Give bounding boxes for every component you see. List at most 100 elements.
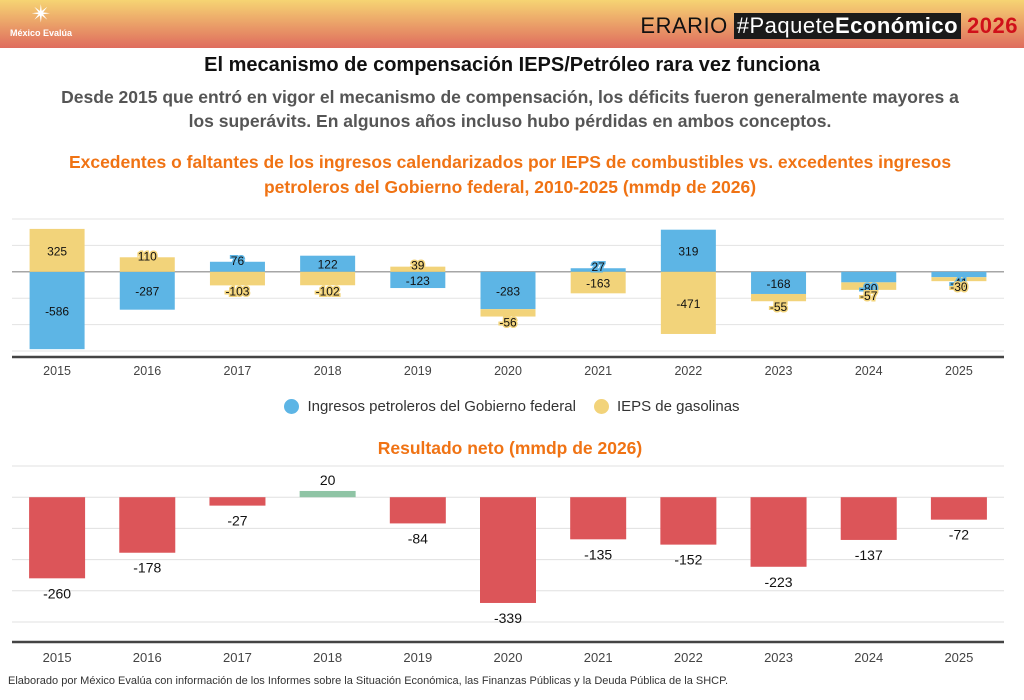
- bar-petroleros: [390, 271, 446, 289]
- bar-petroleros: [480, 271, 536, 310]
- header-banner: ✴ México Evalúa ERARIO #PaqueteEconómico…: [0, 0, 1024, 48]
- data-label: -55: [770, 300, 788, 314]
- chart1-title: Excedentes o faltantes de los ingresos c…: [68, 152, 952, 197]
- x-tick-label: 2022: [674, 650, 703, 665]
- data-label: 20: [320, 472, 336, 488]
- x-tick-label: 2019: [403, 650, 432, 665]
- chart2-title: Resultado neto (mmdp de 2026): [377, 438, 643, 458]
- data-label: -57: [860, 289, 878, 303]
- legend-label: Ingresos petroleros del Gobierno federal: [307, 398, 576, 415]
- data-label: -471: [676, 297, 700, 311]
- data-label: -80: [860, 281, 878, 295]
- legend-label: IEPS de gasolinas: [616, 398, 740, 415]
- bar-ieps: [660, 271, 716, 334]
- bar-ieps: [119, 257, 175, 272]
- chart1-legend: Ingresos petroleros del Gobierno federal…: [0, 398, 1024, 415]
- logo-name: México Evalúa: [9, 28, 73, 38]
- data-label: -586: [45, 304, 69, 318]
- x-tick-label: 2020: [494, 364, 522, 378]
- data-label: -56: [499, 316, 517, 330]
- x-tick-label: 2020: [494, 650, 523, 665]
- data-label: -30: [950, 280, 968, 294]
- data-label: -152: [674, 552, 702, 568]
- x-tick-label: 2016: [133, 364, 161, 378]
- brand-tag: #PaqueteEconómico: [733, 13, 962, 39]
- bar-negative: [660, 497, 717, 545]
- data-label: 110: [138, 249, 157, 263]
- x-tick-label: 2018: [314, 364, 342, 378]
- brand-prefix: ERARIO: [640, 13, 728, 38]
- bar-negative: [930, 497, 987, 520]
- bar-petroleros: [209, 261, 265, 272]
- bar-petroleros: [751, 271, 807, 294]
- x-tick-label: 2024: [855, 364, 883, 378]
- x-tick-label: 2018: [313, 650, 342, 665]
- bar-ieps: [931, 277, 987, 282]
- x-tick-label: 2021: [584, 364, 612, 378]
- data-label: -102: [316, 284, 340, 298]
- chart1: -586 325 2015 -287 110 2016 76 -103 2017 122 -102 2…: [12, 218, 1004, 378]
- logo: ✴ México Evalúa: [8, 2, 74, 46]
- bar-ieps: [300, 271, 356, 286]
- data-label: -103: [225, 284, 249, 298]
- data-label: 76: [231, 254, 245, 268]
- data-label: -84: [408, 530, 428, 546]
- x-tick-label: 2023: [765, 364, 793, 378]
- data-label: -287: [135, 285, 159, 299]
- bar-negative: [480, 497, 536, 603]
- x-tick-label: 2017: [223, 650, 252, 665]
- legend-item-ieps: IEPS de gasolinas: [593, 398, 740, 415]
- x-tick-label: 2023: [764, 650, 793, 665]
- page-title: El mecanismo de compensación IEPS/Petról…: [204, 54, 820, 76]
- bar-negative: [29, 497, 86, 579]
- brand-tag-bold: Económico: [834, 13, 959, 38]
- data-label: -27: [227, 513, 247, 529]
- legend-item-petroleros: Ingresos petroleros del Gobierno federal: [284, 398, 576, 415]
- data-label: -260: [43, 585, 71, 601]
- x-tick-label: 2025: [944, 650, 973, 665]
- data-label: -178: [133, 560, 161, 576]
- data-label: -72: [949, 527, 969, 543]
- data-label: -168: [767, 277, 791, 291]
- page-subtitle: Desde 2015 que entró en vigor el mecanis…: [61, 87, 959, 131]
- data-label: -163: [586, 277, 610, 291]
- legend-swatch-blue: [284, 399, 300, 414]
- bar-ieps: [841, 282, 897, 290]
- source-note: Elaborado por México Evalúa con informac…: [8, 675, 729, 687]
- bar-petroleros: [841, 271, 897, 283]
- brand-year: 2026: [967, 13, 1018, 38]
- x-tick-label: 2019: [404, 364, 432, 378]
- x-tick-label: 2016: [133, 650, 162, 665]
- x-tick-label: 2015: [43, 650, 72, 665]
- data-label: -283: [496, 284, 520, 298]
- bar-petroleros: [570, 268, 626, 272]
- bar-ieps: [390, 266, 446, 272]
- bar-ieps: [480, 309, 536, 317]
- brand-title: ERARIO #PaqueteEconómico 2026: [640, 13, 1018, 39]
- bar-negative: [119, 497, 176, 553]
- data-label: -41: [950, 276, 968, 290]
- bar-negative: [570, 497, 627, 540]
- data-label: -223: [765, 574, 793, 590]
- bar-ieps: [751, 293, 807, 302]
- data-label: 27: [592, 260, 606, 274]
- bar-ieps: [209, 271, 265, 286]
- bar-petroleros: [300, 255, 356, 272]
- data-label: -123: [406, 274, 430, 288]
- x-tick-label: 2022: [674, 364, 702, 378]
- x-tick-label: 2017: [224, 364, 252, 378]
- bar-positive: [299, 490, 356, 498]
- bar-petroleros: [931, 271, 987, 278]
- data-label: 325: [47, 244, 67, 258]
- legend-swatch-yellow: [593, 399, 609, 414]
- x-tick-label: 2015: [43, 364, 71, 378]
- data-label: 319: [678, 245, 698, 259]
- data-label: -339: [494, 610, 522, 626]
- bar-negative: [389, 497, 446, 524]
- bar-negative: [209, 497, 266, 506]
- bar-petroleros: [660, 229, 716, 272]
- bar-negative: [840, 497, 897, 540]
- star-burst-icon: ✴: [30, 1, 52, 28]
- brand-tag-light: #Paquete: [736, 13, 835, 38]
